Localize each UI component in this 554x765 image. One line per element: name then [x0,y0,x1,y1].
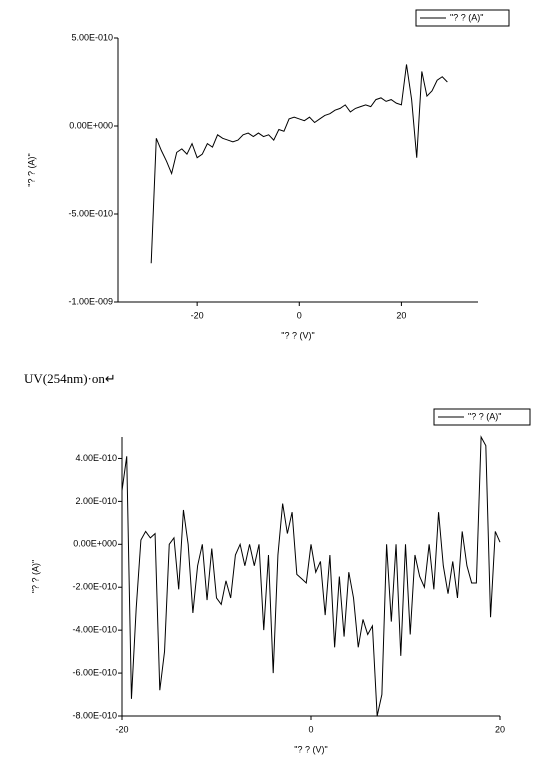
y-tick-label: 2.00E-010 [75,496,117,506]
y-tick-label: -5.00E-010 [68,208,113,218]
x-axis-label: "? ? (V)" [294,744,327,754]
y-tick-label: -1.00E-009 [68,296,113,306]
legend-label: "? ? (A)" [468,411,501,421]
legend-box [415,9,510,27]
data-line [150,64,448,264]
x-tick-label: 20 [495,724,505,734]
y-axis-label: "? ? (A)" [26,153,36,186]
y-axis-label: "? ? (A)" [30,560,40,593]
y-tick-label: 5.00E-010 [71,32,113,42]
y-tick-label: 4.00E-010 [75,453,117,463]
legend-label: "? ? (A)" [450,12,483,22]
y-tick-label: -8.00E-010 [72,710,117,720]
legend-box [433,408,531,426]
caption: UV(254nm)·on↵ [24,371,116,386]
y-tick-label: -2.00E-010 [72,582,117,592]
y-tick-label: -6.00E-010 [72,667,117,677]
data-line [121,435,501,717]
x-tick-label: 0 [308,724,313,734]
x-tick-label: 20 [396,310,406,320]
x-axis-label: "? ? (V)" [281,330,314,340]
x-tick-label: -20 [191,310,204,320]
x-tick-label: 0 [297,310,302,320]
y-tick-label: -4.00E-010 [72,625,117,635]
y-tick-label: 0.00E+000 [69,120,113,130]
x-tick-label: -20 [115,724,128,734]
y-tick-label: 0.00E+000 [73,539,117,549]
